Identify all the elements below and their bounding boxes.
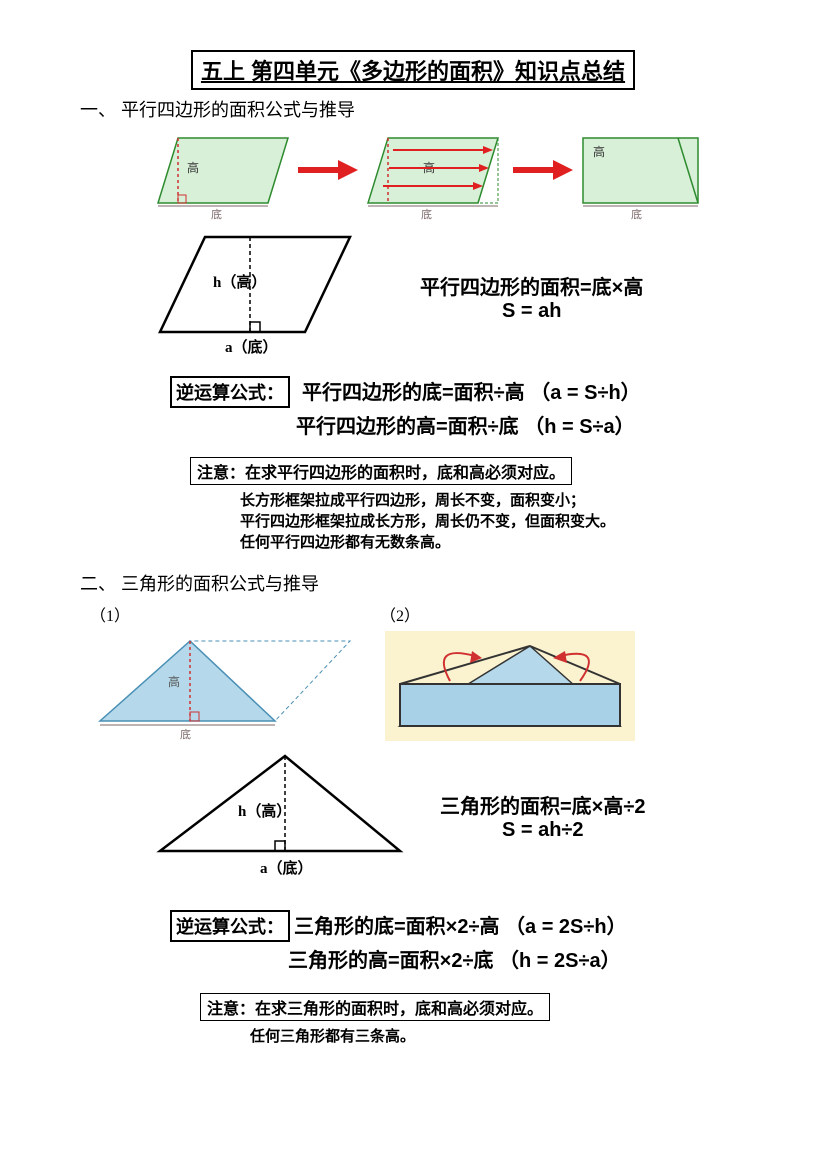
s2-note1: 任何三角形都有三条高。 (250, 1025, 746, 1046)
inverse2: 平行四边形的高=面积÷底 （h = S÷a） (296, 410, 746, 439)
svg-text:a（底）: a（底） (260, 859, 313, 877)
svg-text:高: 高 (593, 144, 605, 159)
label-di: 底 (211, 207, 222, 221)
inverse-label-2: 逆运算公式： (170, 910, 290, 942)
triangle-fold-svg (380, 626, 640, 746)
svg-text:a（底）: a（底） (225, 338, 278, 356)
section1-note: 注意：在求平行四边形的面积时，底和高必须对应。 (190, 457, 746, 485)
triangle-formula-text: 三角形的面积=底×高÷2 (440, 790, 645, 819)
s2-inverse1: 三角形的底=面积×2÷高 （a = 2S÷h） (294, 916, 627, 938)
note3: 任何平行四边形都有无数条高。 (240, 531, 746, 552)
note-box-2: 注意：在求三角形的面积时，底和高必须对应。 (200, 993, 550, 1021)
inverse1: 平行四边形的底=面积÷高 （a = S÷h） (302, 382, 641, 404)
triangle-to-parallelogram-svg: 高 底 (80, 626, 360, 746)
sub1: （1） (90, 602, 380, 626)
triangle-formula-eq: S = ah÷2 (440, 819, 645, 842)
parallelogram-transform-row: 高 底 高 底 (120, 128, 746, 228)
label-gao: 高 (187, 160, 199, 175)
s2-inverse2: 三角形的高=面积×2÷底 （h = 2S÷a） (288, 944, 746, 973)
svg-text:h（高）: h（高） (213, 273, 266, 291)
inverse-label: 逆运算公式： (170, 376, 290, 408)
svg-text:底: 底 (180, 727, 191, 741)
section1-inverse: 逆运算公式： 平行四边形的底=面积÷高 （a = S÷h） 平行四边形的高=面积… (170, 376, 746, 439)
triangle-labeled-svg: h（高） a（底） (150, 746, 410, 886)
triangle-formula-row: h（高） a（底） 三角形的面积=底×高÷2 S = ah÷2 (80, 746, 746, 886)
arrow-icon (298, 160, 358, 180)
sub2: （2） (380, 602, 680, 626)
page-title: 五上 第四单元《多边形的面积》知识点总结 (191, 50, 635, 90)
svg-text:h（高）: h（高） (238, 802, 291, 820)
section1-num: 一、 (80, 100, 116, 120)
section2-title: 三角形的面积公式与推导 (121, 574, 319, 594)
section2-num: 二、 (80, 574, 116, 594)
section1-heading: 一、 平行四边形的面积公式与推导 (80, 96, 746, 122)
section2-note: 注意：在求三角形的面积时，底和高必须对应。 (200, 993, 746, 1021)
note-box-1: 注意：在求平行四边形的面积时，底和高必须对应。 (190, 457, 572, 485)
svg-text:底: 底 (631, 207, 642, 221)
arrow-icon (513, 160, 573, 180)
section2-heading: 二、 三角形的面积公式与推导 (80, 570, 746, 596)
parallelogram-transform-svg: 高 底 高 底 (153, 128, 713, 228)
svg-text:高: 高 (168, 674, 180, 689)
parallelogram-formula-row: h（高） a（底） 平行四边形的面积=底×高 S = ah (80, 232, 746, 362)
svg-text:底: 底 (421, 207, 432, 221)
section1-title: 平行四边形的面积公式与推导 (121, 100, 355, 120)
page: 五上 第四单元《多边形的面积》知识点总结 一、 平行四边形的面积公式与推导 高 … (0, 0, 826, 1169)
parallelogram-labeled-svg: h（高） a（底） (155, 232, 355, 362)
triangle-transform-row: （1） 高 底 （2） (80, 602, 746, 746)
title-wrap: 五上 第四单元《多边形的面积》知识点总结 (80, 50, 746, 90)
note2: 平行四边形框架拉成长方形，周长仍不变，但面积变大。 (240, 510, 746, 531)
note1: 长方形框架拉成平行四边形，周长不变，面积变小； (240, 489, 746, 510)
parallelogram-formula-eq: S = ah (420, 300, 643, 323)
section2-inverse: 逆运算公式： 三角形的底=面积×2÷高 （a = 2S÷h） 三角形的高=面积×… (170, 910, 746, 973)
parallelogram-formula-text: 平行四边形的面积=底×高 (420, 271, 643, 300)
